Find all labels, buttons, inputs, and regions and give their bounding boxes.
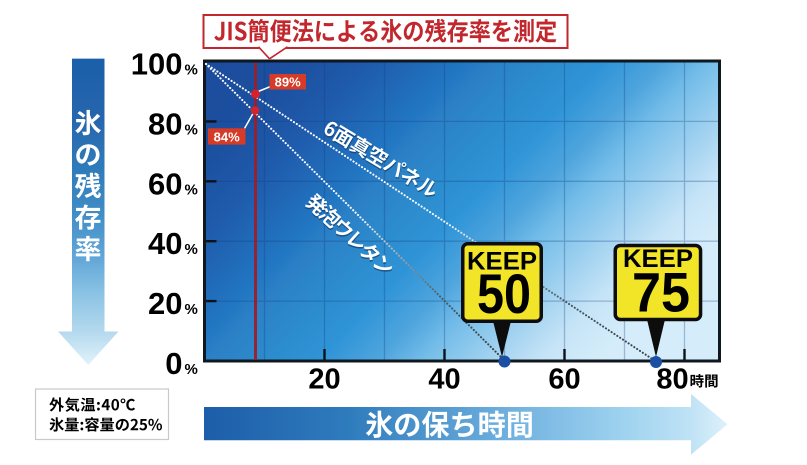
svg-text:40: 40 <box>428 364 460 396</box>
svg-text:%: % <box>185 62 198 79</box>
svg-text:50: 50 <box>477 262 531 325</box>
svg-text:89%: 89% <box>275 75 301 90</box>
svg-text:KEEP: KEEP <box>467 247 537 275</box>
svg-text:20: 20 <box>308 364 340 396</box>
svg-text:%: % <box>185 181 198 198</box>
svg-text:KEEP: KEEP <box>623 245 693 273</box>
svg-text:%: % <box>185 361 198 378</box>
svg-text:75: 75 <box>632 261 690 324</box>
svg-text:80: 80 <box>148 106 182 141</box>
svg-text:100: 100 <box>131 47 183 82</box>
svg-text:20: 20 <box>148 286 182 321</box>
svg-text:60: 60 <box>548 364 580 396</box>
svg-text:0: 0 <box>165 346 182 381</box>
svg-text:80: 80 <box>656 364 688 396</box>
svg-text:84%: 84% <box>214 129 240 144</box>
svg-text:%: % <box>185 241 198 258</box>
svg-text:%: % <box>185 301 198 318</box>
svg-text:40: 40 <box>148 226 182 261</box>
svg-text:%: % <box>185 121 198 138</box>
svg-text:60: 60 <box>148 166 182 201</box>
